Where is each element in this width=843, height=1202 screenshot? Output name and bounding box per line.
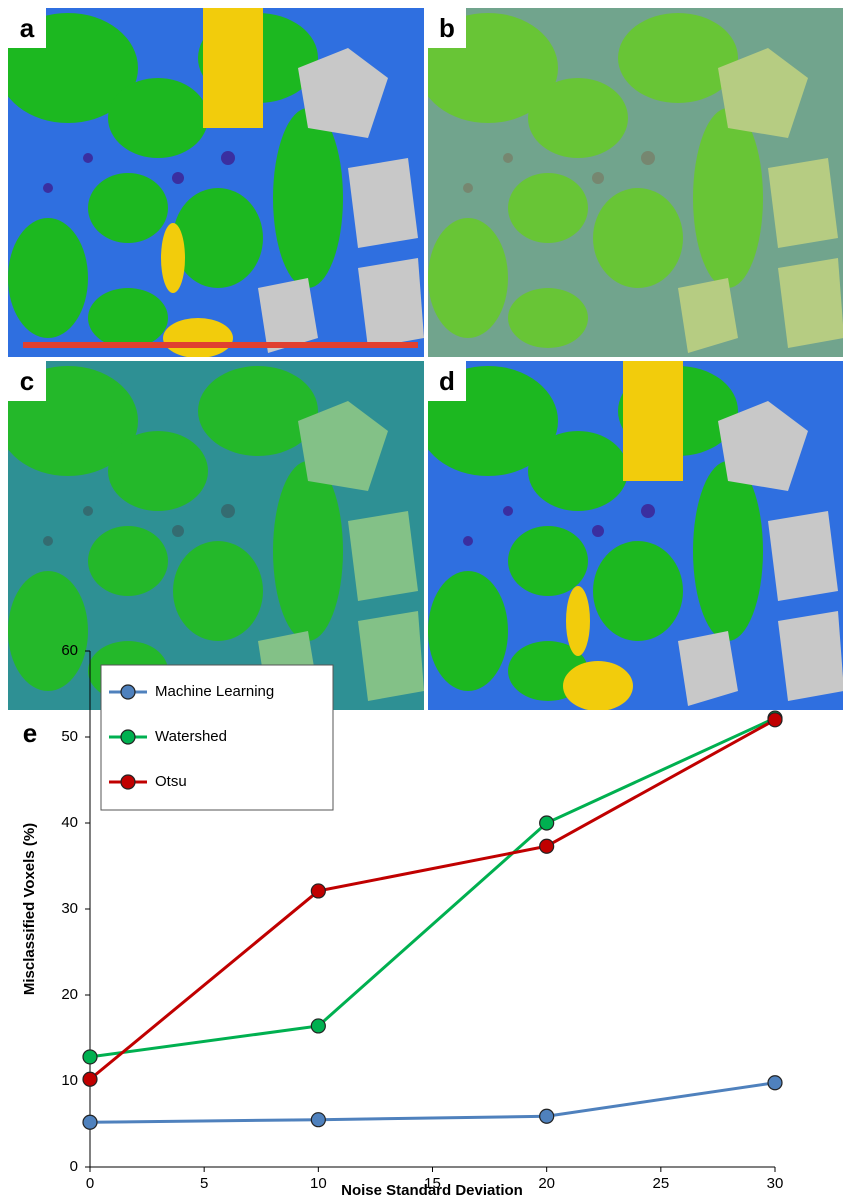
panel-image	[0, 8, 424, 358]
y-tick-label: 10	[61, 1072, 78, 1089]
y-tick-label: 0	[70, 1158, 78, 1175]
panel-label: e	[23, 718, 37, 748]
panel-image	[418, 8, 843, 357]
marker	[83, 1050, 97, 1064]
x-tick-label: 30	[767, 1175, 784, 1192]
legend-marker	[121, 730, 135, 744]
marker	[540, 1109, 554, 1123]
y-tick-label: 30	[61, 900, 78, 917]
marker	[311, 1019, 325, 1033]
legend-label: Otsu	[155, 773, 187, 790]
panel-label: c	[20, 366, 34, 396]
y-tick-label: 50	[61, 728, 78, 745]
y-tick-label: 60	[61, 642, 78, 659]
y-tick-label: 20	[61, 986, 78, 1003]
x-tick-label: 15	[424, 1175, 441, 1192]
marker	[768, 1076, 782, 1090]
panel-label: a	[20, 13, 35, 43]
legend-marker	[121, 775, 135, 789]
panel-label: b	[439, 13, 455, 43]
y-tick-label: 40	[61, 814, 78, 831]
marker	[540, 816, 554, 830]
x-tick-label: 0	[86, 1175, 94, 1192]
x-tick-label: 25	[652, 1175, 669, 1192]
marker	[311, 1113, 325, 1127]
marker	[83, 1115, 97, 1129]
marker	[83, 1072, 97, 1086]
series-line	[90, 1083, 775, 1123]
marker	[768, 713, 782, 727]
panel-label: d	[439, 366, 455, 396]
figure: #tex .g { fill: #1cb820; } a b c d e Noi…	[0, 0, 843, 1202]
legend-label: Watershed	[155, 728, 227, 745]
y-axis-label: Misclassified Voxels (%)	[21, 823, 38, 995]
panel-image	[418, 361, 843, 711]
marker	[311, 884, 325, 898]
legend-label: Machine Learning	[155, 683, 274, 700]
x-tick-label: 5	[200, 1175, 208, 1192]
x-tick-label: 10	[310, 1175, 327, 1192]
legend-marker	[121, 685, 135, 699]
marker	[540, 839, 554, 853]
x-tick-label: 20	[538, 1175, 555, 1192]
